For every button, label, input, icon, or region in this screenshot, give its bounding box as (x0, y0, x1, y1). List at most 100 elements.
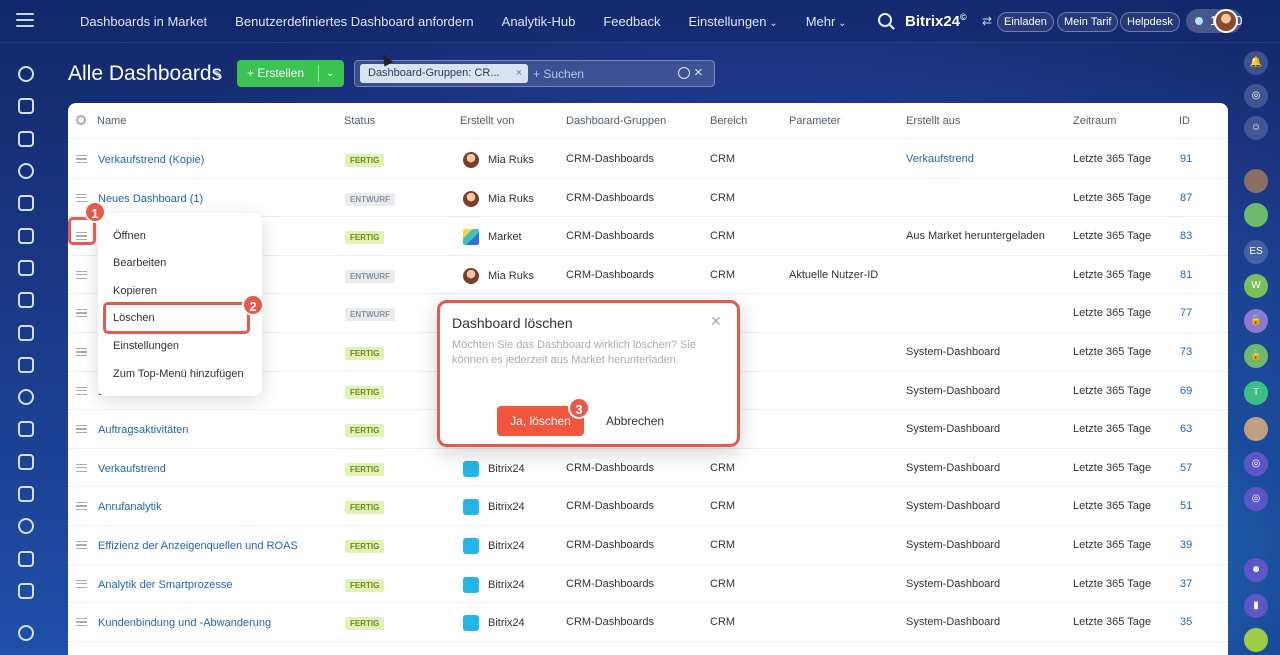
dashboard-id[interactable]: 91 (1180, 153, 1193, 165)
calc-icon[interactable] (1244, 628, 1268, 652)
dashboard-name[interactable]: Auftragsaktivitäten (98, 424, 189, 437)
table-row[interactable]: Kundenbindung und -Abwanderung FERTIG Bitr… (68, 603, 1228, 642)
dashboard-id[interactable]: 35 (1180, 616, 1193, 629)
bell-icon[interactable]: 🔔 (1244, 51, 1268, 75)
row-menu-icon[interactable] (76, 541, 87, 549)
col-period[interactable]: Zeitraum (1073, 115, 1117, 127)
row-menu-icon[interactable] (76, 155, 87, 163)
robot-icon[interactable]: ☻ (1244, 558, 1268, 582)
helpdesk-button[interactable]: Helpdesk (1120, 12, 1180, 32)
dashboard-name[interactable]: Verkaufstrend (98, 462, 166, 475)
dashboard-name[interactable]: Kundenbindung und -Abwanderung (98, 617, 272, 630)
nav-item-more[interactable]: Mehr (806, 14, 847, 29)
search-icon[interactable] (678, 67, 690, 79)
store-icon[interactable] (18, 486, 34, 502)
invite-button[interactable]: Einladen (997, 12, 1054, 32)
gear-icon[interactable] (76, 115, 86, 125)
search-input[interactable]: + Suchen (533, 67, 585, 81)
nav-item-analytics-hub[interactable]: Analytik-Hub (501, 14, 576, 29)
contact-es[interactable]: ES (1244, 240, 1268, 264)
table-row[interactable]: Analytik der Smartprozesse FERTIG Bitrix24… (68, 565, 1228, 604)
lock-icon[interactable]: 🔒 (1244, 309, 1268, 333)
contacts-icon[interactable] (18, 389, 34, 405)
menu-item-delete[interactable]: Löschen (113, 312, 155, 324)
group-icon[interactable] (1244, 203, 1268, 227)
row-menu-icon[interactable] (76, 193, 87, 202)
file-icon[interactable] (18, 260, 34, 276)
dashboard-name[interactable]: Anrufanalytik (98, 501, 162, 514)
close-icon[interactable]: × (515, 67, 522, 79)
nav-item-settings[interactable]: Einstellungen (688, 14, 777, 29)
spiral-icon[interactable]: ◎ (1244, 84, 1268, 108)
checkbox-icon[interactable] (18, 228, 34, 244)
row-menu-icon[interactable] (76, 309, 87, 318)
bookmark-icon[interactable]: ▮ (1244, 594, 1268, 618)
nav-item-market[interactable]: Dashboards in Market (80, 14, 208, 29)
row-menu-icon[interactable] (76, 502, 87, 511)
contact-avatar[interactable] (1244, 169, 1268, 193)
filter-chip[interactable]: Dashboard-Gruppen: CR... × (360, 64, 528, 83)
table-row[interactable]: Effizienz der Anzeigenquellen und ROAS FE… (68, 526, 1228, 565)
presentation-icon[interactable] (18, 292, 34, 308)
schedule-icon[interactable] (18, 454, 34, 470)
col-status[interactable]: Status (344, 115, 376, 127)
circle-icon-2[interactable]: ◎ (1244, 487, 1268, 511)
row-menu-icon[interactable] (76, 618, 87, 627)
created-from[interactable]: Verkaufstrend (906, 153, 974, 165)
pin-icon[interactable]: ✎ (213, 68, 224, 82)
menu-item-settings[interactable]: Einstellungen (113, 340, 180, 352)
dashboard-id[interactable]: 73 (1180, 346, 1193, 358)
table-row[interactable]: Verkaufstrend (Kopie) FERTIG Mia Ruks CRM-D… (68, 140, 1228, 179)
row-menu-icon[interactable] (76, 348, 87, 356)
contact-w[interactable]: W (1244, 274, 1268, 298)
dashboard-name[interactable]: Effizienz der Anzeigenquellen und ROAS (98, 540, 298, 552)
dashboard-id[interactable]: 83 (1180, 230, 1193, 243)
dashboard-id[interactable]: 51 (1180, 500, 1193, 513)
menu-item-open[interactable]: Öffnen (113, 230, 146, 242)
dashboard-id[interactable]: 81 (1180, 268, 1193, 281)
table-row[interactable]: Verkaufstrend FERTIG Bitrix24 CRM-Dashboard… (68, 449, 1228, 488)
dashboard-id[interactable]: 77 (1180, 307, 1193, 320)
row-menu-icon[interactable] (76, 579, 87, 588)
menu-icon[interactable] (16, 13, 34, 27)
chat-bubble-icon[interactable]: ☺ (1244, 116, 1268, 140)
dashboard-id[interactable]: 63 (1180, 423, 1193, 436)
gear-icon[interactable] (18, 625, 34, 641)
menu-item-add-top-menu[interactable]: Zum Top-Menü hinzufügen (113, 368, 244, 380)
clear-icon[interactable]: × (694, 64, 703, 81)
col-name[interactable]: Name (97, 115, 127, 127)
table-row[interactable]: Anrufanalytik FERTIG Bitrix24 CRM-Dashboard… (68, 487, 1228, 526)
col-id[interactable]: ID (1179, 115, 1190, 127)
create-button[interactable]: + Erstellen ⌄ (237, 60, 344, 87)
dashboard-name[interactable]: Verkaufstrend (Kopie) (98, 154, 205, 166)
target-icon[interactable] (18, 163, 34, 179)
cancel-button[interactable]: Abbrechen (606, 414, 665, 428)
col-groups[interactable]: Dashboard-Gruppen (566, 115, 667, 127)
calendar-icon[interactable] (18, 195, 34, 211)
mail-icon[interactable] (18, 357, 34, 373)
col-scope[interactable]: Bereich (710, 115, 748, 127)
chevron-down-icon[interactable]: ⌄ (326, 68, 335, 79)
contact-avatar-2[interactable] (1244, 417, 1268, 441)
dashboard-id[interactable]: 37 (1180, 577, 1193, 590)
dashboard-id[interactable]: 39 (1180, 539, 1193, 551)
nav-item-feedback[interactable]: Feedback (603, 14, 661, 29)
star-icon[interactable] (18, 66, 34, 82)
cart-icon[interactable] (18, 551, 34, 567)
row-menu-icon[interactable] (76, 425, 87, 434)
chat-icon[interactable] (18, 98, 34, 114)
document-icon[interactable] (18, 131, 34, 147)
search-icon[interactable] (878, 13, 892, 27)
row-menu-icon[interactable] (76, 463, 87, 472)
row-menu-icon[interactable] (76, 386, 87, 395)
col-created-from[interactable]: Erstellt aus (906, 115, 961, 127)
table-row[interactable]: ENTWURF Mia Ruks CRM-Dashboards CRM Aktuelle… (68, 256, 1228, 295)
contact-t[interactable]: T (1244, 381, 1268, 405)
edit-doc-icon[interactable] (18, 583, 34, 599)
dashboard-id[interactable]: 87 (1180, 191, 1193, 204)
row-menu-icon[interactable] (76, 232, 87, 241)
swap-icon[interactable]: ⇄ (982, 14, 993, 28)
dashboard-name[interactable]: Neues Dashboard (1) (98, 192, 204, 205)
funnel-icon[interactable] (18, 421, 34, 437)
user-avatar[interactable] (1214, 9, 1238, 33)
